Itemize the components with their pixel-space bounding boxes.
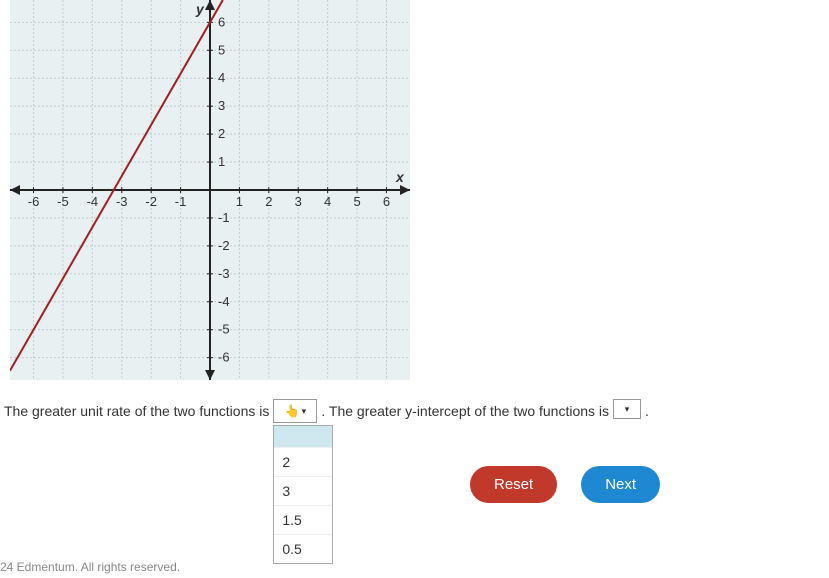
- svg-text:3: 3: [295, 194, 302, 209]
- svg-text:-2: -2: [218, 238, 230, 253]
- chevron-down-icon: ▾: [625, 404, 630, 415]
- dropdown-option-blank[interactable]: [274, 426, 332, 448]
- svg-text:x: x: [395, 169, 405, 185]
- svg-text:-5: -5: [218, 322, 230, 337]
- svg-text:-3: -3: [218, 266, 230, 281]
- svg-text:-6: -6: [218, 350, 230, 365]
- question-period: .: [645, 399, 649, 419]
- question-row: The greater unit rate of the two functio…: [0, 395, 829, 427]
- question-part2: . The greater y-intercept of the two fun…: [321, 399, 609, 419]
- svg-text:-3: -3: [116, 194, 128, 209]
- svg-text:5: 5: [218, 42, 225, 57]
- chevron-down-icon: ▾: [302, 406, 307, 417]
- svg-text:1: 1: [236, 194, 243, 209]
- coordinate-graph: -6-5-4-3-2-1123456-6-5-4-3-2-1123456xy: [10, 0, 410, 380]
- footer-copyright: 24 Edmentum. All rights reserved.: [0, 560, 180, 574]
- reset-button[interactable]: Reset: [470, 466, 557, 503]
- svg-text:-4: -4: [87, 194, 99, 209]
- svg-text:4: 4: [218, 70, 225, 85]
- svg-text:3: 3: [218, 98, 225, 113]
- dropdown-unit-rate-wrap: 👆 ▾ 2 3 1.5 0.5: [273, 399, 317, 423]
- svg-text:-6: -6: [28, 194, 40, 209]
- svg-text:6: 6: [383, 194, 390, 209]
- dropdown-unit-rate-options: 2 3 1.5 0.5: [273, 425, 333, 564]
- svg-text:-4: -4: [218, 294, 230, 309]
- action-buttons: Reset Next: [470, 466, 660, 503]
- svg-text:5: 5: [353, 194, 360, 209]
- svg-text:1: 1: [218, 154, 225, 169]
- svg-text:4: 4: [324, 194, 331, 209]
- dropdown-option[interactable]: 1.5: [274, 506, 332, 535]
- dropdown-y-intercept[interactable]: ▾: [613, 399, 641, 419]
- question-part1: The greater unit rate of the two functio…: [4, 399, 269, 419]
- dropdown-option[interactable]: 0.5: [274, 535, 332, 563]
- svg-text:2: 2: [265, 194, 272, 209]
- svg-text:y: y: [195, 1, 205, 17]
- graph-svg: -6-5-4-3-2-1123456-6-5-4-3-2-1123456xy: [10, 0, 410, 380]
- dropdown-unit-rate[interactable]: 👆 ▾: [273, 399, 317, 423]
- dropdown-option[interactable]: 2: [274, 448, 332, 477]
- next-button[interactable]: Next: [581, 466, 660, 503]
- svg-text:6: 6: [218, 14, 225, 29]
- svg-text:-1: -1: [175, 194, 187, 209]
- svg-text:-2: -2: [145, 194, 157, 209]
- dropdown-option[interactable]: 3: [274, 477, 332, 506]
- svg-text:-1: -1: [218, 210, 230, 225]
- svg-text:2: 2: [218, 126, 225, 141]
- svg-text:-5: -5: [57, 194, 69, 209]
- pointer-icon: 👆: [285, 404, 300, 418]
